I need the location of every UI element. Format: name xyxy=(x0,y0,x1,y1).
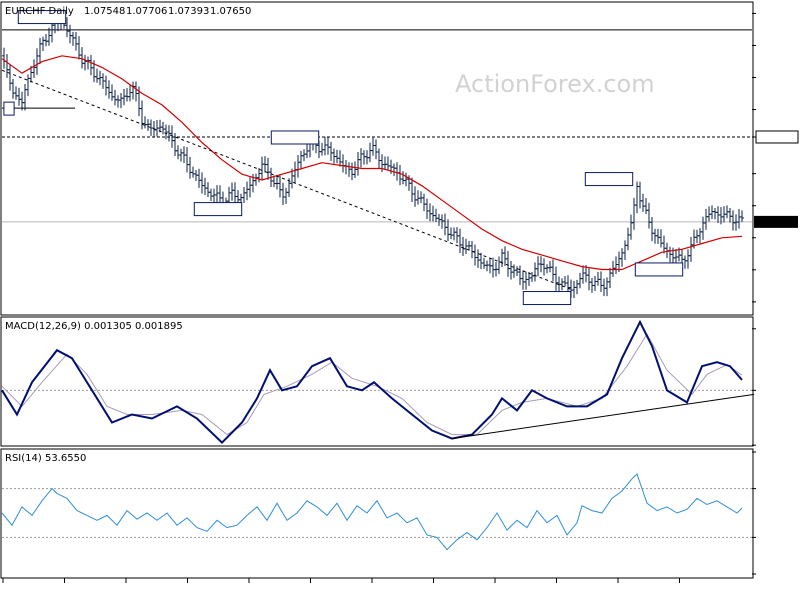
macd-panel xyxy=(1,319,756,446)
ohlc-high: 1.07706 xyxy=(126,6,167,17)
price-annotation xyxy=(270,130,320,145)
watermark: ActionForex.com xyxy=(455,70,655,98)
macd-panel-title: MACD(12,26,9) 0.001305 0.001895 xyxy=(5,321,183,332)
macd-signal-line xyxy=(1,333,743,436)
rsi-panel-frame xyxy=(0,448,754,579)
macd-line xyxy=(1,319,743,445)
price-annotation xyxy=(634,262,684,277)
price-panel-title: EURCHF Daily xyxy=(5,6,74,17)
rsi-line xyxy=(1,473,743,551)
moving-average-line xyxy=(1,55,743,271)
level-price-box xyxy=(755,130,799,144)
annotation-box xyxy=(270,130,320,145)
macd-panel-frame xyxy=(0,316,754,447)
ohlc-bar xyxy=(740,210,744,223)
ohlc-close: 1.07650 xyxy=(210,6,251,17)
x-axis xyxy=(2,578,680,583)
annotation-box xyxy=(17,10,67,25)
last-price-tag xyxy=(754,215,798,228)
price-panel-frame xyxy=(0,1,754,316)
annotation-box xyxy=(193,202,243,217)
annotation-box xyxy=(634,262,684,277)
annotation-box xyxy=(3,101,15,116)
price-annotation xyxy=(584,172,634,187)
price-annotation xyxy=(522,291,572,306)
annotation-box xyxy=(522,291,572,306)
macd-trendline xyxy=(451,393,755,440)
ohlc-open: 1.07548 xyxy=(84,6,125,17)
price-panel xyxy=(1,10,799,306)
price-annotation xyxy=(3,101,15,116)
ohlc-low: 1.07393 xyxy=(168,6,209,17)
price-annotation xyxy=(193,202,243,217)
rsi-panel-title: RSI(14) 53.6550 xyxy=(5,453,86,464)
price-annotation xyxy=(17,10,67,25)
annotation-box xyxy=(584,172,634,187)
rsi-panel xyxy=(1,451,756,575)
